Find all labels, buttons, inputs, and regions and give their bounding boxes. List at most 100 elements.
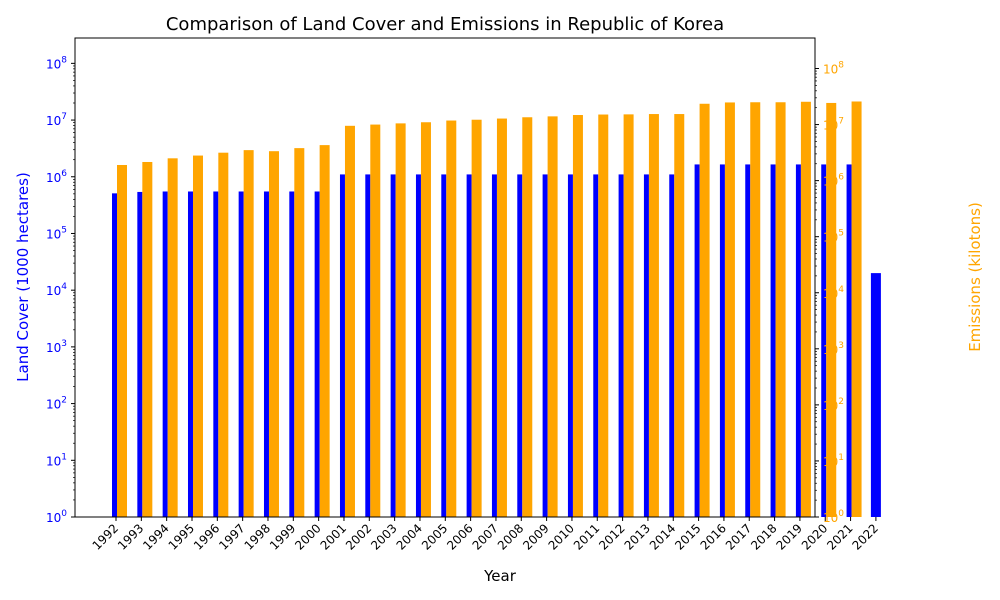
left-tick-label: 108 bbox=[46, 55, 67, 71]
land-cover-bar-2003 bbox=[390, 174, 396, 517]
land-cover-bar-1992 bbox=[112, 193, 117, 517]
land-cover-bar-2012 bbox=[618, 174, 624, 517]
emissions-bar-2002 bbox=[370, 124, 381, 517]
x-tick-label-2022: 2022 bbox=[850, 521, 881, 552]
left-tick-label: 102 bbox=[46, 396, 67, 412]
right-tick-label: 102 bbox=[823, 397, 844, 413]
emissions-bar-2009 bbox=[547, 116, 558, 518]
x-tick-label-1999: 1999 bbox=[267, 521, 298, 552]
land-cover-bar-1993 bbox=[137, 191, 143, 517]
land-cover-bar-2011 bbox=[593, 174, 599, 517]
land-cover-bar-1994 bbox=[162, 191, 168, 517]
emissions-bar-2013 bbox=[648, 114, 659, 517]
x-tick-label-2016: 2016 bbox=[698, 521, 729, 552]
x-axis-label: Year bbox=[483, 567, 517, 585]
land-cover-bar-2020 bbox=[821, 164, 827, 517]
emissions-bar-1997 bbox=[243, 150, 254, 517]
land-cover-bar-2013 bbox=[643, 174, 649, 517]
left-tick-label: 106 bbox=[46, 169, 67, 185]
x-tick-label-2018: 2018 bbox=[748, 521, 779, 552]
x-tick-label-2003: 2003 bbox=[368, 521, 399, 552]
chart-title: Comparison of Land Cover and Emissions i… bbox=[166, 14, 724, 35]
x-tick-label-2012: 2012 bbox=[596, 521, 627, 552]
x-tick-label-2000: 2000 bbox=[292, 521, 323, 552]
land-cover-bar-2001 bbox=[339, 174, 345, 517]
x-tick-label-2001: 2001 bbox=[318, 521, 349, 552]
land-cover-bar-1999 bbox=[289, 191, 295, 517]
x-tick-label-2019: 2019 bbox=[774, 521, 805, 552]
emissions-bar-1993 bbox=[142, 161, 153, 517]
land-cover-bar-2014 bbox=[669, 174, 675, 517]
emissions-bar-1998 bbox=[268, 151, 279, 518]
right-tick-label: 101 bbox=[823, 453, 844, 469]
emissions-bar-2006 bbox=[471, 119, 482, 517]
left-axis-ticks: 100 101 102 103 104 105 106 107 108 bbox=[46, 55, 75, 525]
emissions-bar-1996 bbox=[218, 152, 229, 517]
right-tick-label: 108 bbox=[823, 61, 844, 77]
x-tick-label-1992: 1992 bbox=[90, 521, 121, 552]
x-tick-label-1995: 1995 bbox=[166, 521, 197, 552]
x-tick-label-2014: 2014 bbox=[647, 521, 678, 552]
left-tick-label: 107 bbox=[46, 112, 67, 128]
x-tick-label-2007: 2007 bbox=[470, 521, 501, 552]
x-tick-label-2005: 2005 bbox=[419, 521, 450, 552]
x-tick-label-1998: 1998 bbox=[242, 521, 273, 552]
emissions-bar-2016 bbox=[724, 102, 735, 517]
land-cover-bar-1996 bbox=[213, 191, 219, 517]
x-tick-label-2006: 2006 bbox=[444, 521, 475, 552]
x-tick-label-2021: 2021 bbox=[824, 521, 855, 552]
x-tick-label-2004: 2004 bbox=[394, 521, 425, 552]
right-tick-label: 107 bbox=[823, 117, 844, 133]
land-cover-bar-2019 bbox=[795, 164, 801, 517]
x-tick-label-2013: 2013 bbox=[622, 521, 653, 552]
x-tick-label-2009: 2009 bbox=[520, 521, 551, 552]
land-cover-bar-1995 bbox=[187, 191, 193, 517]
left-tick-label: 104 bbox=[46, 282, 67, 298]
emissions-bar-2017 bbox=[750, 102, 761, 517]
emissions-bar-1999 bbox=[294, 148, 305, 517]
x-tick-label-1997: 1997 bbox=[216, 521, 247, 552]
x-tick-label-1993: 1993 bbox=[115, 521, 146, 552]
right-axis-label: Emissions (kilotons) bbox=[966, 202, 984, 352]
land-cover-bar-2008 bbox=[517, 174, 523, 517]
land-cover-bar-2018 bbox=[770, 164, 776, 517]
emissions-bar-2007 bbox=[496, 118, 507, 517]
emissions-bar-2011 bbox=[598, 114, 609, 518]
x-tick-label-2020: 2020 bbox=[799, 521, 830, 552]
emissions-bar-2010 bbox=[572, 115, 583, 517]
land-cover-bar-1997 bbox=[238, 191, 244, 517]
left-tick-label: 101 bbox=[46, 452, 67, 468]
land-cover-bar-2000 bbox=[314, 191, 320, 517]
emissions-bar-2014 bbox=[674, 114, 685, 517]
x-tick-label-2017: 2017 bbox=[723, 521, 754, 552]
left-tick-label: 100 bbox=[46, 509, 67, 525]
emissions-bar-2018 bbox=[775, 102, 786, 517]
land-cover-bar-2005 bbox=[441, 174, 447, 517]
land-cover-bar-2002 bbox=[365, 174, 371, 517]
x-tick-label-1994: 1994 bbox=[140, 521, 171, 552]
left-axis-label: Land Cover (1000 hectares) bbox=[14, 172, 32, 382]
land-cover-bar-2016 bbox=[719, 164, 725, 517]
emissions-bar-2015 bbox=[699, 103, 710, 517]
x-tick-label-2010: 2010 bbox=[546, 521, 577, 552]
emissions-bar-2021 bbox=[851, 101, 862, 518]
emissions-bar-2008 bbox=[522, 117, 533, 518]
land-cover-bar-2006 bbox=[466, 174, 472, 517]
emissions-bar-2005 bbox=[446, 120, 457, 517]
emissions-bar-2004 bbox=[420, 122, 431, 518]
x-tick-label-2011: 2011 bbox=[571, 521, 602, 552]
land-cover-bar-2009 bbox=[542, 174, 548, 517]
right-tick-label: 100 bbox=[823, 509, 844, 525]
emissions-bar-1992 bbox=[117, 164, 127, 517]
emissions-bar-1995 bbox=[192, 155, 203, 518]
right-tick-label: 105 bbox=[823, 229, 844, 245]
left-tick-label: 105 bbox=[46, 225, 67, 241]
emissions-bar-2003 bbox=[395, 123, 406, 517]
emissions-bar-2019 bbox=[800, 101, 811, 518]
left-tick-label: 103 bbox=[46, 339, 67, 355]
land-cover-bar-2022 bbox=[870, 273, 881, 517]
x-tick-label-1996: 1996 bbox=[191, 521, 222, 552]
x-axis-ticks: 1992199319941995199619971998199920002001… bbox=[90, 517, 881, 553]
